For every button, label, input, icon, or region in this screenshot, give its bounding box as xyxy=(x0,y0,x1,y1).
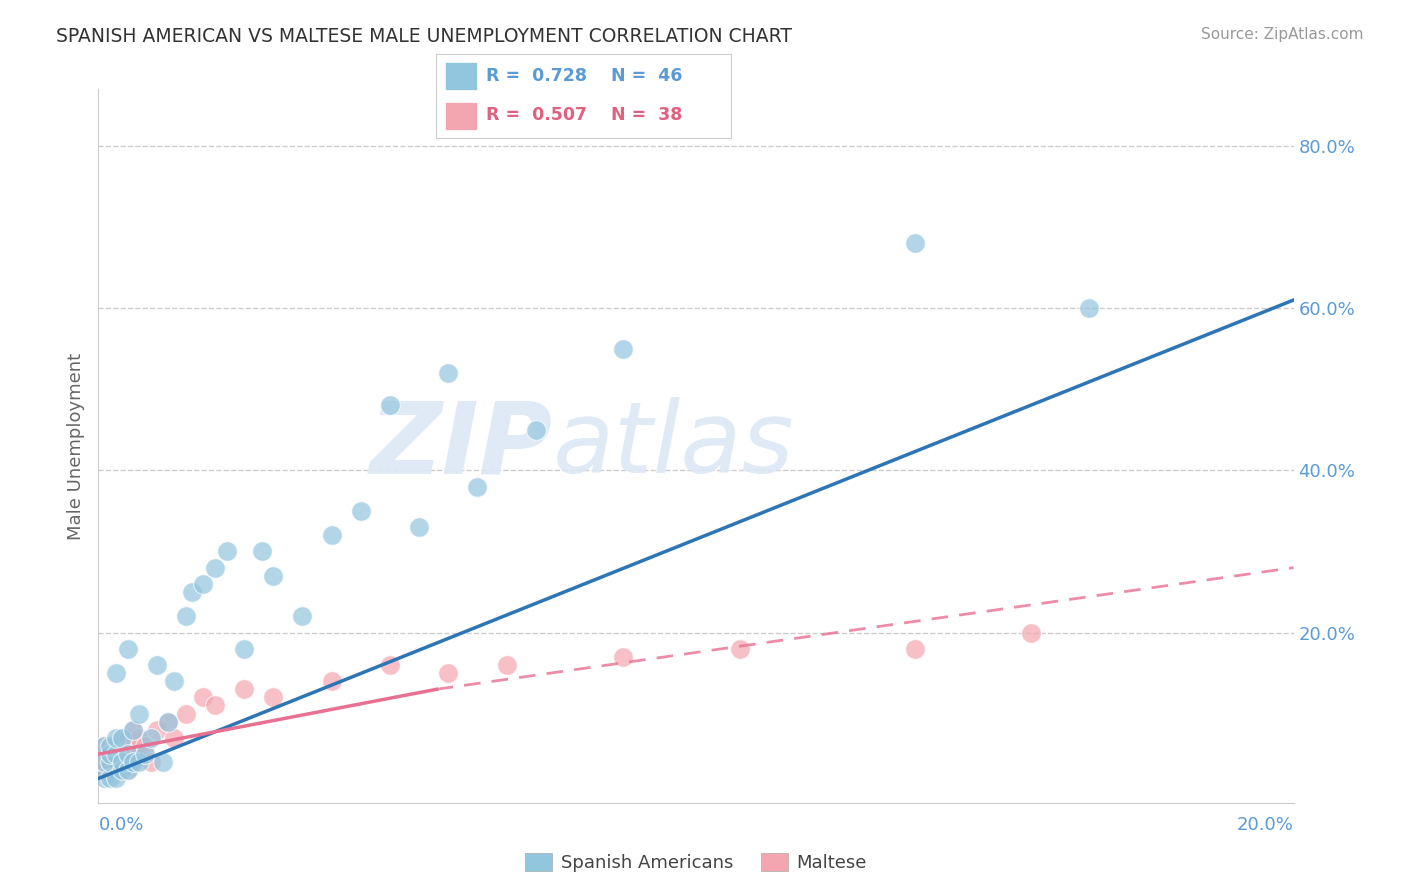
Point xyxy=(93,747,115,761)
Point xyxy=(152,756,174,770)
Point xyxy=(408,520,430,534)
Point xyxy=(321,528,343,542)
Point xyxy=(903,641,925,656)
Point xyxy=(122,756,145,770)
Point xyxy=(250,544,273,558)
Point xyxy=(321,674,343,689)
Point xyxy=(98,739,121,753)
Point xyxy=(903,236,925,251)
Point xyxy=(262,690,284,705)
Point xyxy=(98,747,121,761)
Point xyxy=(134,739,156,753)
Point xyxy=(157,714,180,729)
Point xyxy=(612,342,634,356)
Point xyxy=(93,739,115,753)
Text: SPANISH AMERICAN VS MALTESE MALE UNEMPLOYMENT CORRELATION CHART: SPANISH AMERICAN VS MALTESE MALE UNEMPLO… xyxy=(56,27,792,45)
Point xyxy=(111,756,134,770)
Point xyxy=(163,674,186,689)
Text: 20.0%: 20.0% xyxy=(1237,816,1294,834)
Point xyxy=(117,747,139,761)
Point xyxy=(117,641,139,656)
Point xyxy=(104,731,127,745)
Point xyxy=(104,764,127,778)
Point xyxy=(117,747,139,761)
Point xyxy=(215,544,238,558)
Point xyxy=(93,756,115,770)
Point xyxy=(104,747,127,761)
Point xyxy=(163,731,186,745)
Point xyxy=(378,657,401,672)
Point xyxy=(233,641,256,656)
Point xyxy=(612,649,634,664)
Text: R =  0.728    N =  46: R = 0.728 N = 46 xyxy=(486,68,682,86)
Point xyxy=(262,568,284,582)
Point xyxy=(128,756,150,770)
Point xyxy=(139,731,162,745)
Point xyxy=(193,690,215,705)
Point xyxy=(495,657,517,672)
Point xyxy=(98,747,121,761)
Point xyxy=(104,756,127,770)
Point xyxy=(174,609,197,624)
Point xyxy=(98,772,121,786)
Point xyxy=(104,772,127,786)
Point xyxy=(467,479,489,493)
Point xyxy=(117,764,139,778)
Point xyxy=(145,657,167,672)
Point xyxy=(174,706,197,721)
Point xyxy=(1078,301,1101,315)
Text: 0.0%: 0.0% xyxy=(98,816,143,834)
Point xyxy=(157,714,180,729)
Point xyxy=(378,399,401,413)
Point xyxy=(233,682,256,697)
Point xyxy=(128,731,150,745)
Point xyxy=(437,366,460,380)
Point xyxy=(111,764,134,778)
Point xyxy=(437,666,460,681)
Point xyxy=(134,747,156,761)
FancyBboxPatch shape xyxy=(444,62,477,90)
Point xyxy=(98,756,121,770)
Point xyxy=(98,756,121,770)
Text: atlas: atlas xyxy=(553,398,794,494)
Y-axis label: Male Unemployment: Male Unemployment xyxy=(66,352,84,540)
Point xyxy=(104,739,127,753)
Text: R =  0.507    N =  38: R = 0.507 N = 38 xyxy=(486,106,682,124)
Legend: Spanish Americans, Maltese: Spanish Americans, Maltese xyxy=(517,846,875,880)
Point xyxy=(1019,625,1042,640)
Point xyxy=(93,756,115,770)
Point xyxy=(204,560,226,574)
Point xyxy=(104,666,127,681)
Point xyxy=(111,747,134,761)
Point xyxy=(350,504,373,518)
Point xyxy=(145,723,167,737)
Point xyxy=(128,747,150,761)
Point xyxy=(524,423,547,437)
Point xyxy=(728,641,751,656)
Text: ZIP: ZIP xyxy=(370,398,553,494)
Point xyxy=(93,764,115,778)
Point xyxy=(139,756,162,770)
Point xyxy=(117,764,139,778)
Point xyxy=(93,772,115,786)
Point xyxy=(98,739,121,753)
Point xyxy=(180,585,202,599)
Point xyxy=(204,698,226,713)
Point xyxy=(117,731,139,745)
Point xyxy=(111,731,134,745)
Point xyxy=(93,739,115,753)
Point xyxy=(128,706,150,721)
FancyBboxPatch shape xyxy=(444,102,477,130)
Point xyxy=(111,731,134,745)
Point xyxy=(291,609,314,624)
Point xyxy=(193,577,215,591)
Point xyxy=(122,723,145,737)
Point xyxy=(98,764,121,778)
Point xyxy=(122,723,145,737)
Point xyxy=(122,756,145,770)
Text: Source: ZipAtlas.com: Source: ZipAtlas.com xyxy=(1201,27,1364,42)
